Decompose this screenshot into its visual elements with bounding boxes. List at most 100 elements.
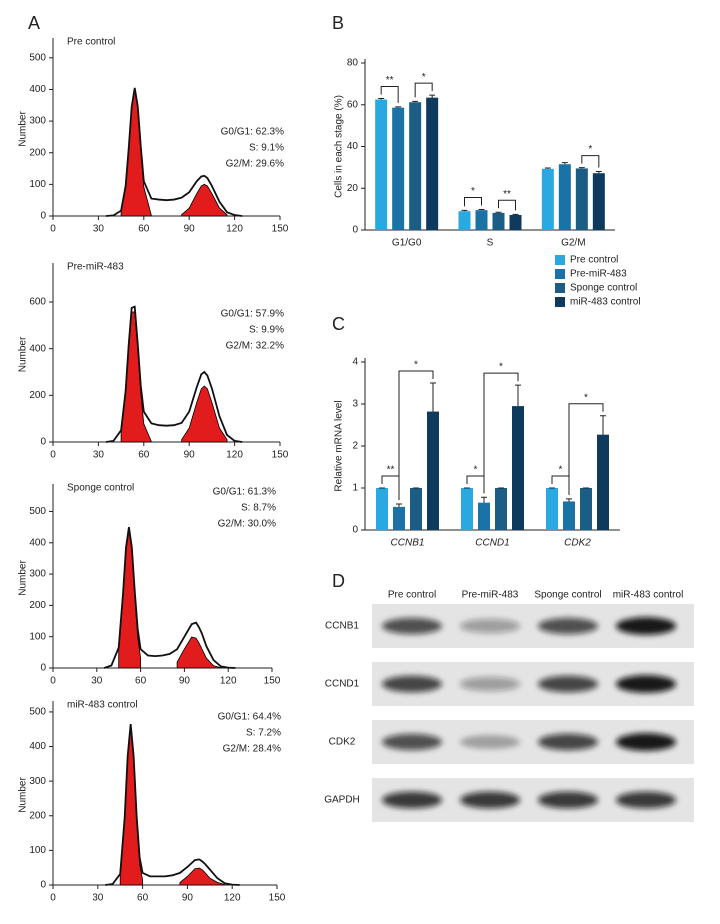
significance-bracket — [398, 370, 434, 500]
x-tick-label: 90 — [184, 450, 196, 461]
significance-label: * — [559, 465, 563, 476]
y-tick-label: 60 — [347, 99, 359, 110]
blot-band — [460, 676, 520, 692]
y-axis-label: Number — [18, 111, 29, 147]
significance-label: * — [499, 362, 503, 373]
error-bar — [495, 211, 502, 213]
blot-band — [616, 733, 676, 751]
y-axis-label: Number — [18, 336, 29, 372]
error-bar — [478, 209, 485, 211]
bar — [461, 488, 473, 530]
significance-label: * — [474, 465, 478, 476]
bar — [580, 488, 592, 530]
panel-label: A — [28, 13, 40, 33]
error-bar — [429, 94, 436, 98]
stat-label: S: 9.1% — [249, 143, 284, 154]
y-axis-label: Relative mRNA level — [334, 400, 345, 491]
blot-band — [382, 791, 442, 809]
x-tick-label: 120 — [226, 224, 243, 235]
significance-label: * — [584, 392, 588, 403]
x-tick-label: 150 — [272, 450, 289, 461]
blot-band — [460, 618, 520, 634]
significance-label: * — [422, 72, 426, 83]
histogram-line — [103, 527, 236, 669]
panel-label: C — [332, 314, 345, 334]
panel-label: D — [332, 571, 345, 591]
blot-band — [382, 733, 442, 751]
bar — [393, 506, 405, 530]
error-bar — [600, 415, 606, 435]
peak-area — [120, 89, 152, 217]
significance-bracket — [464, 197, 482, 207]
bar — [575, 168, 588, 230]
x-tick-label: 90 — [182, 893, 194, 904]
bar — [563, 501, 575, 530]
y-tick-label: 300 — [29, 569, 46, 580]
stat-label: G2/M: 28.4% — [223, 744, 281, 755]
x-tick-label: 30 — [92, 893, 104, 904]
y-axis-label: Number — [18, 560, 29, 596]
x-tick-label: 30 — [91, 676, 103, 687]
x-tick-label: 60 — [137, 893, 149, 904]
y-tick-label: 500 — [29, 52, 46, 63]
error-bar — [396, 503, 402, 507]
bar — [375, 99, 388, 230]
blot-band — [538, 733, 598, 751]
x-tick-label: G1/G0 — [392, 238, 422, 249]
peak-area — [179, 867, 226, 886]
blot-band — [460, 735, 520, 749]
stat-label: S: 8.7% — [241, 503, 276, 514]
bar — [426, 97, 439, 230]
significance-label: * — [414, 360, 418, 371]
legend-swatch — [555, 283, 565, 293]
stat-label: G2/M: 29.6% — [226, 159, 284, 170]
histogram-line — [105, 723, 240, 886]
blot-band — [616, 791, 676, 809]
histogram-line — [105, 87, 243, 217]
x-tick-label: CCNB1 — [391, 538, 425, 549]
y-tick-label: 200 — [29, 147, 46, 158]
blot-band — [382, 675, 442, 693]
x-tick-label: 150 — [272, 224, 289, 235]
x-tick-label: 30 — [93, 224, 105, 235]
error-bar — [512, 213, 519, 215]
error-bar — [544, 167, 551, 169]
y-tick-label: 0 — [40, 663, 46, 674]
error-bar — [561, 162, 568, 165]
y-tick-label: 1 — [352, 483, 358, 494]
x-tick-label: 90 — [184, 224, 196, 235]
y-tick-label: 300 — [29, 116, 46, 127]
blot-band — [538, 675, 598, 693]
x-tick-label: 150 — [269, 893, 286, 904]
y-tick-label: 400 — [29, 741, 46, 752]
panel-label: B — [332, 13, 344, 33]
error-bar — [566, 498, 572, 502]
legend-label: Pre-miR-483 — [570, 269, 627, 280]
x-tick-label: 30 — [93, 450, 105, 461]
y-tick-label: 100 — [29, 631, 46, 642]
y-tick-label: 2 — [352, 441, 358, 452]
bar — [376, 488, 388, 530]
significance-label: ** — [386, 75, 394, 86]
significance-label: * — [471, 186, 475, 197]
stat-label: G2/M: 30.0% — [218, 519, 276, 530]
bar — [392, 107, 405, 230]
blot-column-label: miR-483 control — [613, 590, 684, 601]
bar — [427, 411, 439, 530]
y-tick-label: 0 — [40, 437, 46, 448]
x-tick-label: S — [487, 238, 494, 249]
stat-label: G0/G1: 57.9% — [221, 309, 284, 320]
blot-row-label: CCND1 — [325, 679, 360, 690]
chart-title: miR-483 control — [67, 700, 138, 711]
y-tick-label: 600 — [29, 297, 46, 308]
bar — [495, 488, 507, 530]
y-tick-label: 40 — [347, 141, 359, 152]
bar — [475, 210, 488, 230]
stat-label: G0/G1: 61.3% — [213, 487, 276, 498]
axis-line — [52, 484, 272, 669]
x-tick-label: 0 — [50, 676, 56, 687]
blot-column-label: Sponge control — [534, 590, 601, 601]
significance-label: ** — [503, 189, 511, 200]
axis-line — [52, 263, 280, 443]
stat-label: G0/G1: 62.3% — [221, 127, 284, 138]
